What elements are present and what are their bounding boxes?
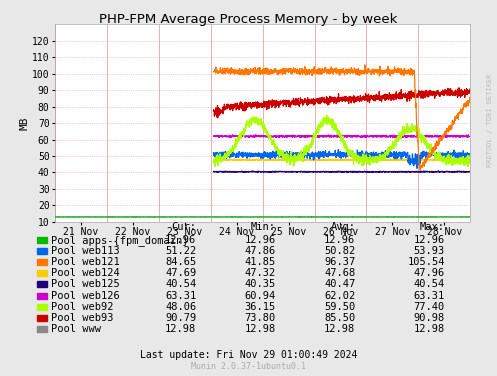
Text: 12.96: 12.96 [324,235,355,245]
Text: 85.50: 85.50 [324,313,355,323]
Text: 12.98: 12.98 [165,324,196,334]
Text: 90.79: 90.79 [165,313,196,323]
Text: 63.31: 63.31 [165,291,196,300]
Text: 47.69: 47.69 [165,268,196,278]
Text: 59.50: 59.50 [324,302,355,312]
Text: 62.02: 62.02 [324,291,355,300]
Text: RRDTOOL / TOBI OETIKER: RRDTOOL / TOBI OETIKER [487,74,493,167]
Text: 12.96: 12.96 [165,235,196,245]
Text: 40.54: 40.54 [165,279,196,290]
Text: 47.68: 47.68 [324,268,355,278]
Text: 40.35: 40.35 [245,279,276,290]
Text: 51.22: 51.22 [165,246,196,256]
Text: Pool web93: Pool web93 [51,313,114,323]
Text: 12.98: 12.98 [324,324,355,334]
Text: Pool apps-{fpm_domain}: Pool apps-{fpm_domain} [51,235,189,246]
Text: 40.54: 40.54 [414,279,445,290]
Text: 47.96: 47.96 [414,268,445,278]
Text: 36.15: 36.15 [245,302,276,312]
Text: 84.65: 84.65 [165,257,196,267]
Text: Last update: Fri Nov 29 01:00:49 2024: Last update: Fri Nov 29 01:00:49 2024 [140,350,357,360]
Text: Munin 2.0.37-1ubuntu0.1: Munin 2.0.37-1ubuntu0.1 [191,362,306,371]
Text: 41.85: 41.85 [245,257,276,267]
Text: 40.47: 40.47 [324,279,355,290]
Text: Pool web125: Pool web125 [51,279,120,290]
Text: 63.31: 63.31 [414,291,445,300]
Text: 12.98: 12.98 [414,324,445,334]
Text: 60.94: 60.94 [245,291,276,300]
Text: Pool web121: Pool web121 [51,257,120,267]
Text: 90.98: 90.98 [414,313,445,323]
Text: Pool web92: Pool web92 [51,302,114,312]
Text: 50.82: 50.82 [324,246,355,256]
Text: 77.40: 77.40 [414,302,445,312]
Text: Pool web113: Pool web113 [51,246,120,256]
Text: 96.37: 96.37 [324,257,355,267]
Text: 47.32: 47.32 [245,268,276,278]
Text: 47.86: 47.86 [245,246,276,256]
Text: 12.96: 12.96 [245,235,276,245]
Text: PHP-FPM Average Process Memory - by week: PHP-FPM Average Process Memory - by week [99,13,398,26]
Text: Max:: Max: [420,222,445,232]
Text: 73.80: 73.80 [245,313,276,323]
Text: Cur:: Cur: [171,222,196,232]
Text: 48.06: 48.06 [165,302,196,312]
Text: Pool web126: Pool web126 [51,291,120,300]
Text: Pool www: Pool www [51,324,101,334]
Text: Avg:: Avg: [331,222,355,232]
Text: Pool web124: Pool web124 [51,268,120,278]
Text: 53.93: 53.93 [414,246,445,256]
Text: 105.54: 105.54 [408,257,445,267]
Text: Min:: Min: [251,222,276,232]
Text: 12.98: 12.98 [245,324,276,334]
Y-axis label: MB: MB [19,117,29,130]
Text: 12.96: 12.96 [414,235,445,245]
